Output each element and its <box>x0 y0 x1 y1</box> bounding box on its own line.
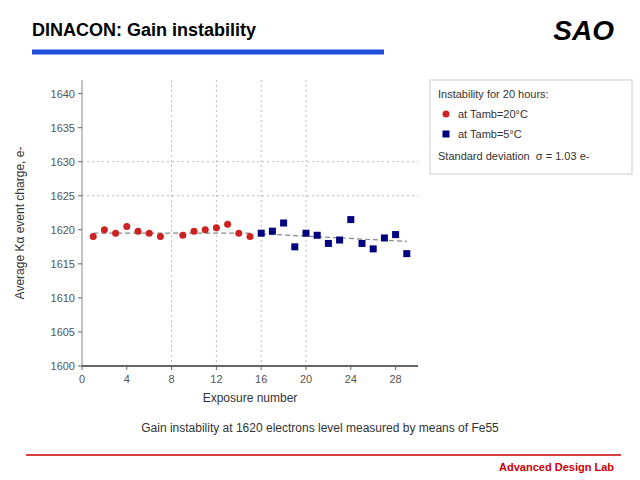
point <box>247 233 254 240</box>
y-tick <box>78 297 82 298</box>
x-tick <box>395 366 396 370</box>
title: DINACON: Gain instability <box>32 20 256 40</box>
y-tick-label: 1610 <box>51 292 75 304</box>
y-tick-label: 1615 <box>51 258 75 270</box>
x-axis-line <box>82 365 418 367</box>
legend-entry: at Tamb=5°C <box>458 128 522 140</box>
x-tick-label: 16 <box>255 373 267 385</box>
point <box>381 234 388 241</box>
legend-swatch <box>443 131 450 138</box>
logo: SAO <box>553 15 614 46</box>
y-tick-label: 1605 <box>51 326 75 338</box>
point <box>101 226 108 233</box>
point <box>224 221 231 228</box>
y-tick <box>78 161 82 162</box>
legend-box <box>430 80 632 174</box>
chart: DINACON: Gain instability SAO 1600 1605 1610… <box>0 0 640 480</box>
point <box>392 231 399 238</box>
y-tick-label: 1630 <box>51 156 75 168</box>
point <box>280 220 287 227</box>
x-tick-label: 20 <box>300 373 312 385</box>
y-axis-line <box>82 80 83 366</box>
point <box>235 230 242 237</box>
point <box>336 237 343 244</box>
header-bar <box>32 50 384 55</box>
point <box>191 228 198 235</box>
point <box>146 230 153 237</box>
x-axis-label: Exposure number <box>203 391 298 405</box>
x-tick <box>171 366 172 370</box>
point <box>90 233 97 240</box>
vline <box>216 80 217 366</box>
x-tick <box>350 366 351 370</box>
x-tick <box>306 366 307 370</box>
y-tick <box>78 127 82 128</box>
point <box>370 245 377 252</box>
hline <box>82 161 418 162</box>
hline <box>82 195 418 196</box>
point <box>303 230 310 237</box>
x-tick-label: 8 <box>169 373 175 385</box>
point <box>213 224 220 231</box>
y-tick-label: 1620 <box>51 224 75 236</box>
x-tick-label: 0 <box>79 373 85 385</box>
legend-title: Instability for 20 hours: <box>438 88 549 100</box>
legend-entry: at Tamb=20°C <box>458 108 528 120</box>
legend-swatch <box>443 111 450 118</box>
y-tick-label: 1625 <box>51 190 75 202</box>
point <box>157 233 164 240</box>
subtitle: Gain instability at 1620 electrons level… <box>141 421 499 435</box>
footer: Advanced Design Lab <box>499 461 614 473</box>
x-tick-label: 12 <box>210 373 222 385</box>
legend-note: Standard deviation σ = 1.03 e- <box>438 150 590 162</box>
point <box>347 216 354 223</box>
plot-marks <box>90 216 411 257</box>
y-tick-label: 1600 <box>51 360 75 372</box>
point <box>325 240 332 247</box>
point <box>359 240 366 247</box>
x-tick <box>216 366 217 370</box>
y-tick-label: 1640 <box>51 88 75 100</box>
y-tick <box>78 331 82 332</box>
point <box>314 232 321 239</box>
x-tick-label: 4 <box>124 373 130 385</box>
x-tick <box>126 366 127 370</box>
y-axis-label: Average Kα event charge, e- <box>13 147 27 300</box>
point <box>258 230 265 237</box>
y-tick <box>78 366 82 367</box>
vline <box>171 80 172 366</box>
x-tick-label: 28 <box>389 373 401 385</box>
point <box>291 243 298 250</box>
point <box>135 228 142 235</box>
trend-line <box>261 234 407 241</box>
point <box>403 250 410 257</box>
x-tick <box>82 366 83 370</box>
x-tick-label: 24 <box>345 373 357 385</box>
vline <box>261 80 262 366</box>
footer-bar <box>26 454 621 456</box>
y-tick <box>78 195 82 196</box>
x-tick <box>261 366 262 370</box>
vline <box>306 80 307 366</box>
reference-lines <box>82 80 418 366</box>
y-tick-label: 1635 <box>51 122 75 134</box>
y-tick <box>78 263 82 264</box>
y-tick <box>78 93 82 94</box>
point <box>179 232 186 239</box>
point <box>112 230 119 237</box>
point <box>123 223 130 230</box>
point <box>269 228 276 235</box>
y-tick <box>78 229 82 230</box>
point <box>202 226 209 233</box>
